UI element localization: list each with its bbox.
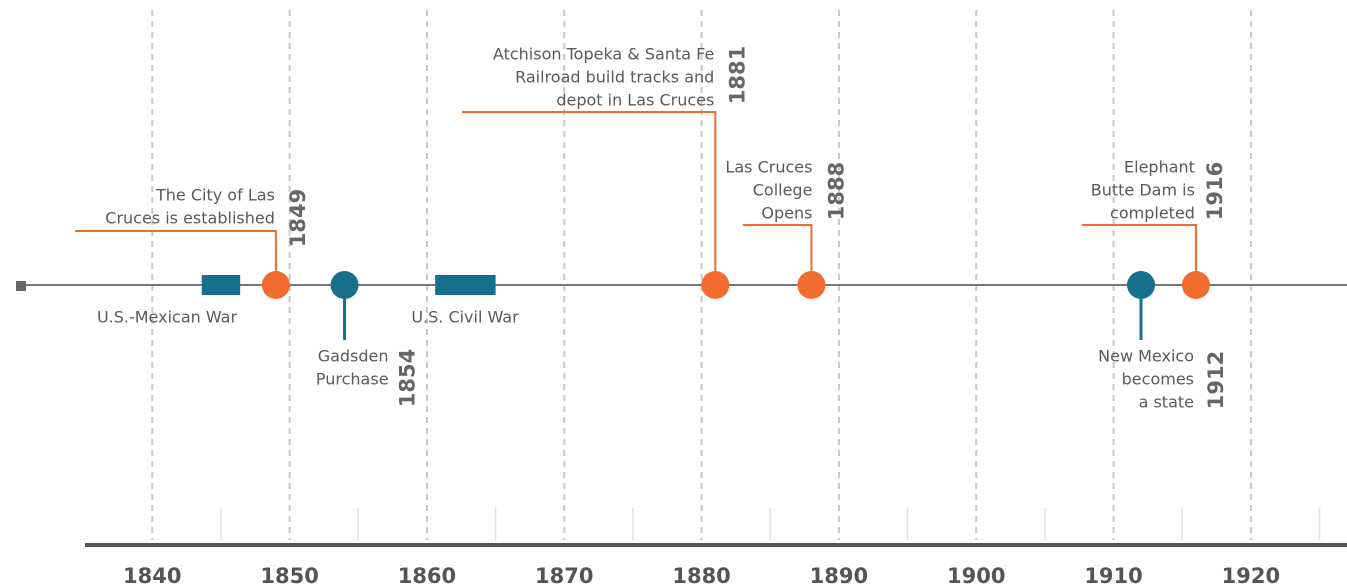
event-year: 1849 bbox=[286, 189, 310, 247]
event-year: 1916 bbox=[1203, 162, 1227, 220]
event-label: Purchase bbox=[316, 370, 389, 389]
period-label: U.S. Civil War bbox=[411, 308, 519, 327]
x-tick-label: 1850 bbox=[260, 564, 318, 585]
event-dot bbox=[797, 271, 826, 299]
event-dot bbox=[1127, 271, 1156, 299]
event-dot bbox=[330, 271, 359, 299]
event-label: Elephant bbox=[1124, 158, 1195, 177]
x-tick-label: 1910 bbox=[1084, 564, 1142, 585]
event-year: 1881 bbox=[725, 46, 749, 104]
event-year: 1912 bbox=[1204, 351, 1228, 409]
x-tick-label: 1890 bbox=[810, 564, 868, 585]
event-label: completed bbox=[1110, 204, 1195, 223]
event-dot bbox=[261, 271, 290, 299]
leader-line bbox=[462, 111, 717, 285]
x-tick-label: 1840 bbox=[123, 564, 181, 585]
x-tick-label: 1920 bbox=[1222, 564, 1280, 585]
leader-line bbox=[1082, 224, 1197, 285]
event-label: The City of Las bbox=[155, 186, 275, 205]
period-bar bbox=[435, 275, 496, 295]
event-label: Las Cruces bbox=[725, 158, 812, 177]
period-label: U.S.-Mexican War bbox=[97, 308, 238, 327]
leader-line bbox=[743, 224, 813, 285]
period-bar bbox=[201, 275, 241, 295]
event-label: College bbox=[753, 181, 813, 200]
event-dot bbox=[701, 271, 730, 299]
event-label: Atchison Topeka & Santa Fe bbox=[493, 45, 714, 64]
leader-line bbox=[75, 230, 277, 285]
event-label: becomes bbox=[1122, 370, 1194, 389]
event-year: 1854 bbox=[396, 349, 420, 407]
event-label: Railroad build tracks and bbox=[515, 68, 714, 87]
event-dot bbox=[1181, 271, 1210, 299]
event-label: depot in Las Cruces bbox=[556, 91, 714, 110]
x-tick-label: 1860 bbox=[398, 564, 456, 585]
event-label: New Mexico bbox=[1098, 347, 1194, 366]
event-label: Butte Dam is bbox=[1091, 181, 1195, 200]
x-tick-label: 1880 bbox=[672, 564, 730, 585]
x-tick-label: 1900 bbox=[947, 564, 1005, 585]
x-tick-label: 1870 bbox=[535, 564, 593, 585]
event-label: a state bbox=[1139, 393, 1194, 412]
timeline-start bbox=[16, 281, 26, 291]
event-label: Opens bbox=[761, 204, 812, 223]
event-label: Gadsden bbox=[318, 347, 389, 366]
event-year: 1888 bbox=[824, 162, 848, 220]
event-label: Cruces is established bbox=[105, 209, 275, 228]
